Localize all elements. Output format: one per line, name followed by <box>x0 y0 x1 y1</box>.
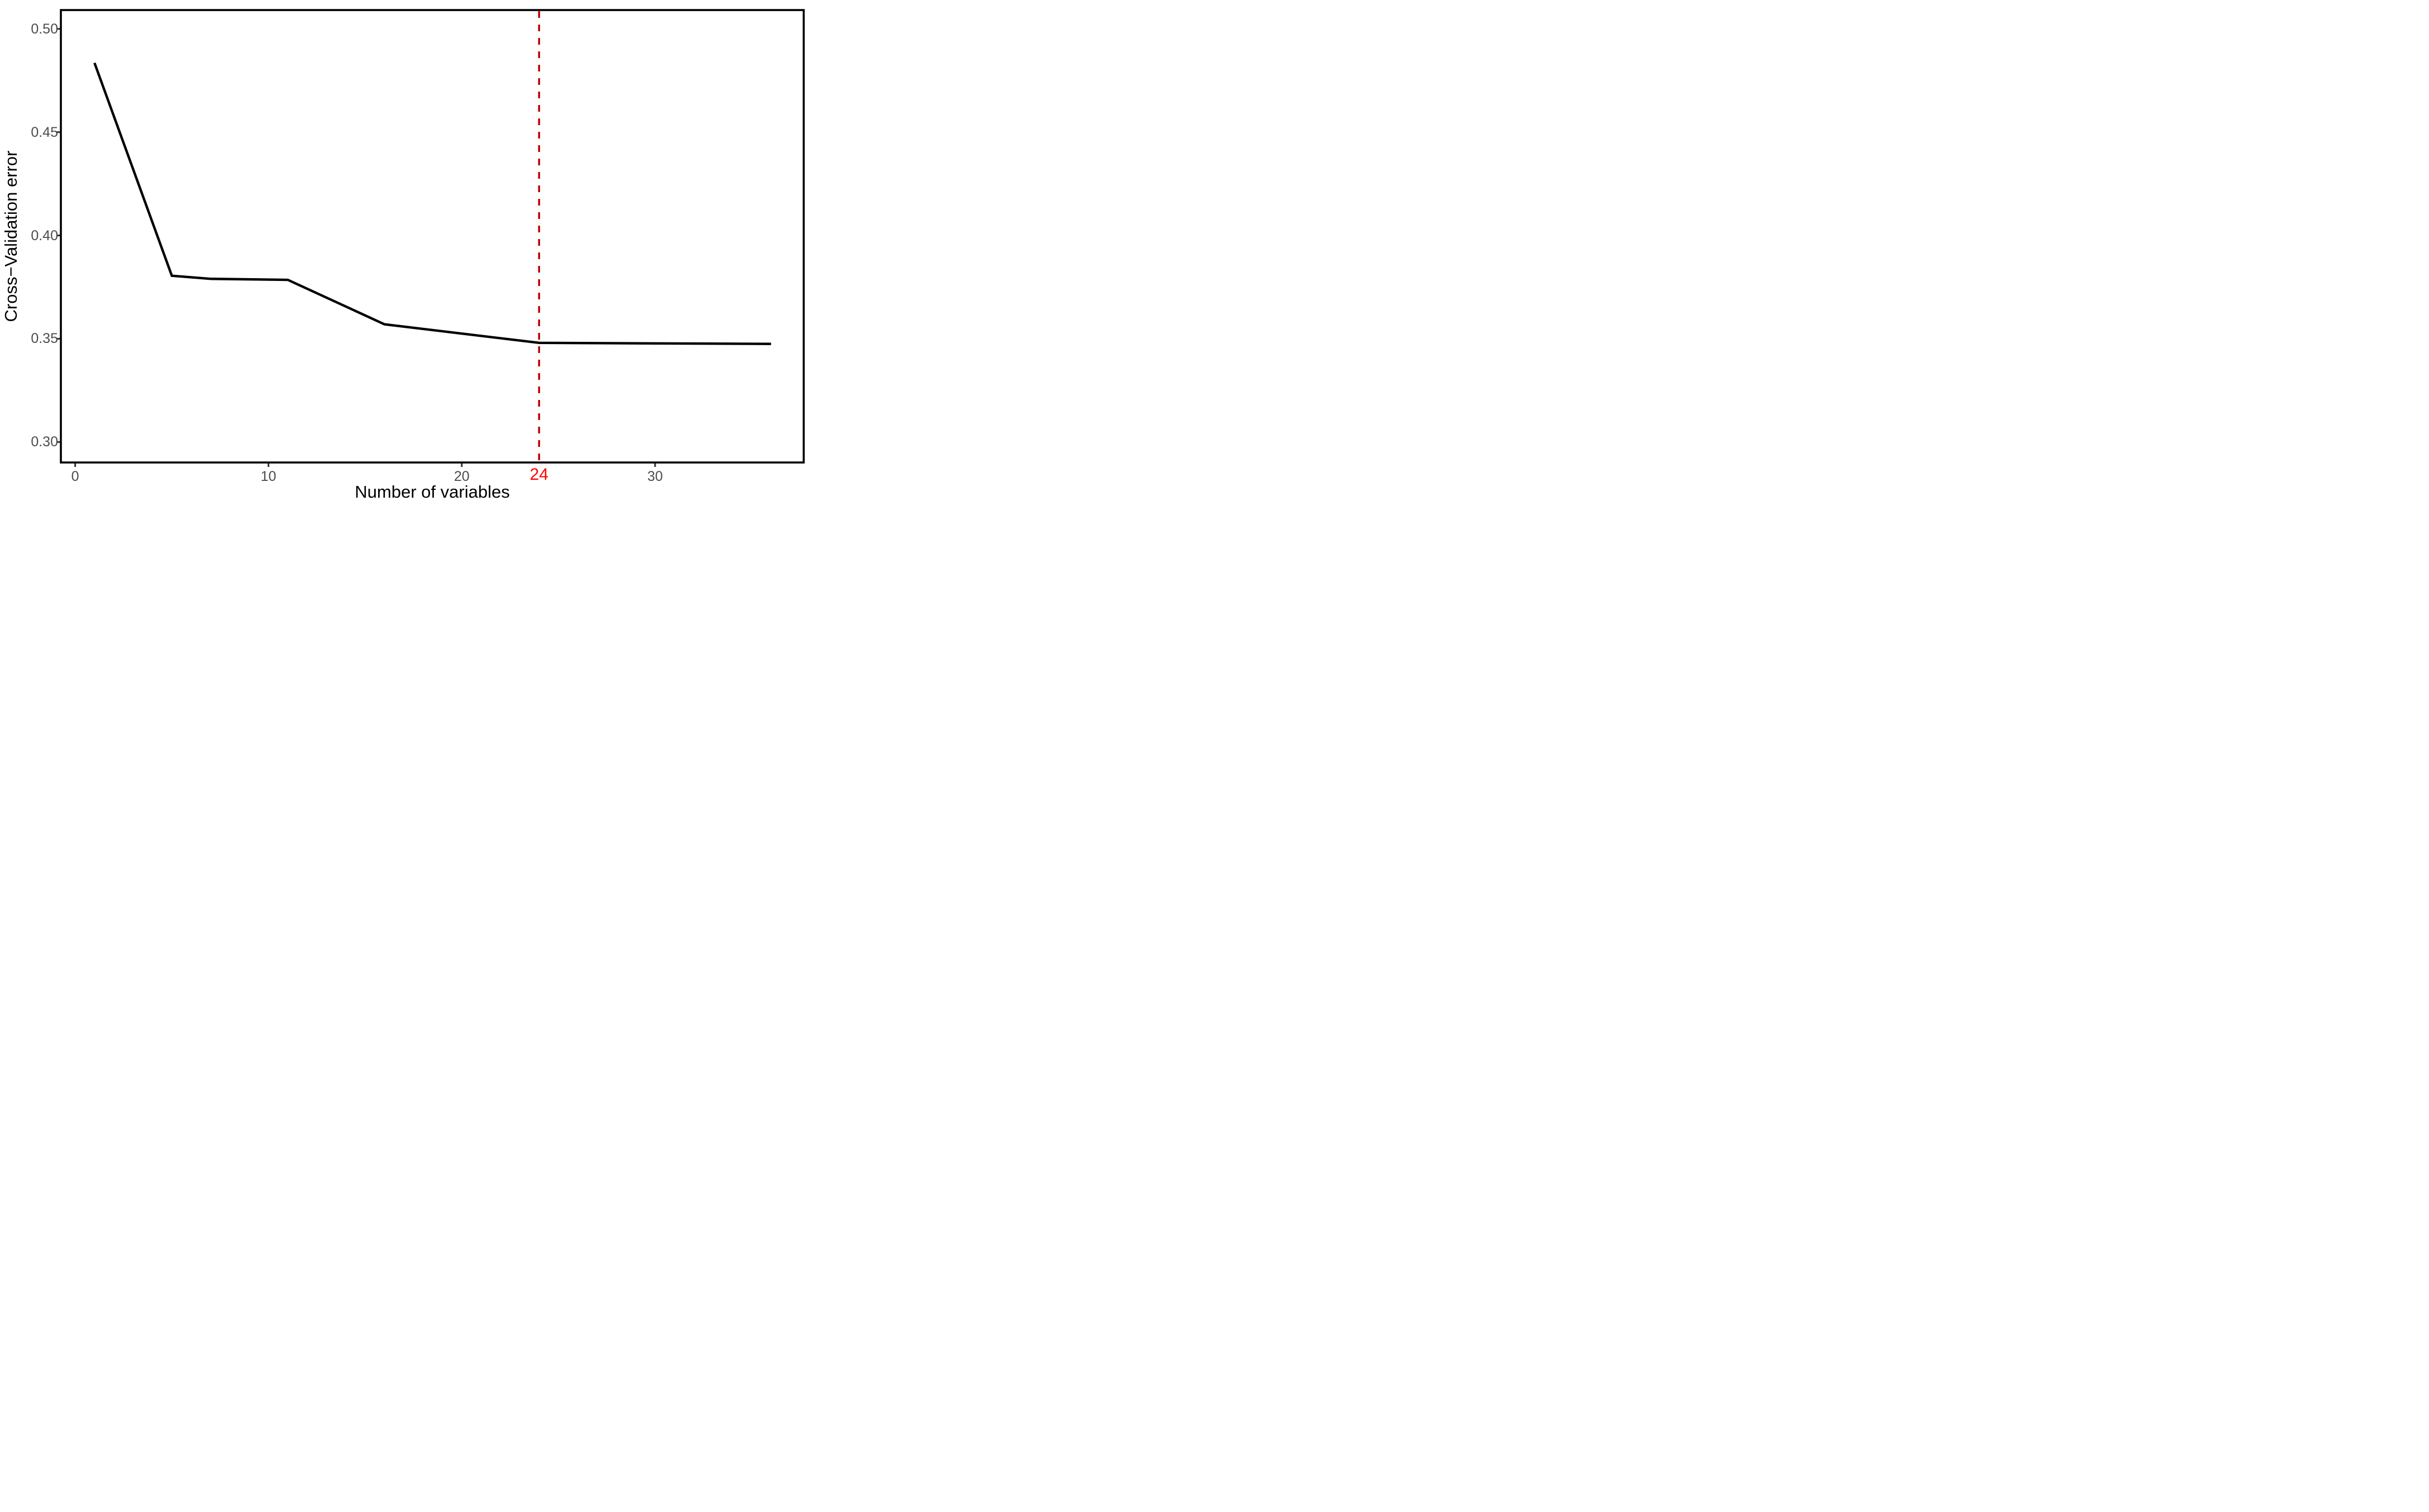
y-tick-label: 0.30 <box>31 434 58 450</box>
x-axis-title: Number of variables <box>355 482 510 502</box>
cv-error-chart: Cross−Validation error Number of variabl… <box>0 0 810 504</box>
plot-area <box>56 9 805 467</box>
panel-border <box>60 9 805 464</box>
x-tick-label: 10 <box>260 469 276 484</box>
y-tick-label: 0.50 <box>31 21 58 37</box>
x-tick-label: 20 <box>454 469 470 484</box>
cv-error-line <box>93 62 771 345</box>
y-tick-label: 0.40 <box>31 227 58 244</box>
y-tick-label: 0.45 <box>31 124 58 140</box>
x-tick-label: 30 <box>647 469 663 484</box>
y-tick-label: 0.35 <box>31 331 58 347</box>
vline-tick-label: 24 <box>529 465 548 484</box>
x-tick-label: 0 <box>71 469 79 484</box>
